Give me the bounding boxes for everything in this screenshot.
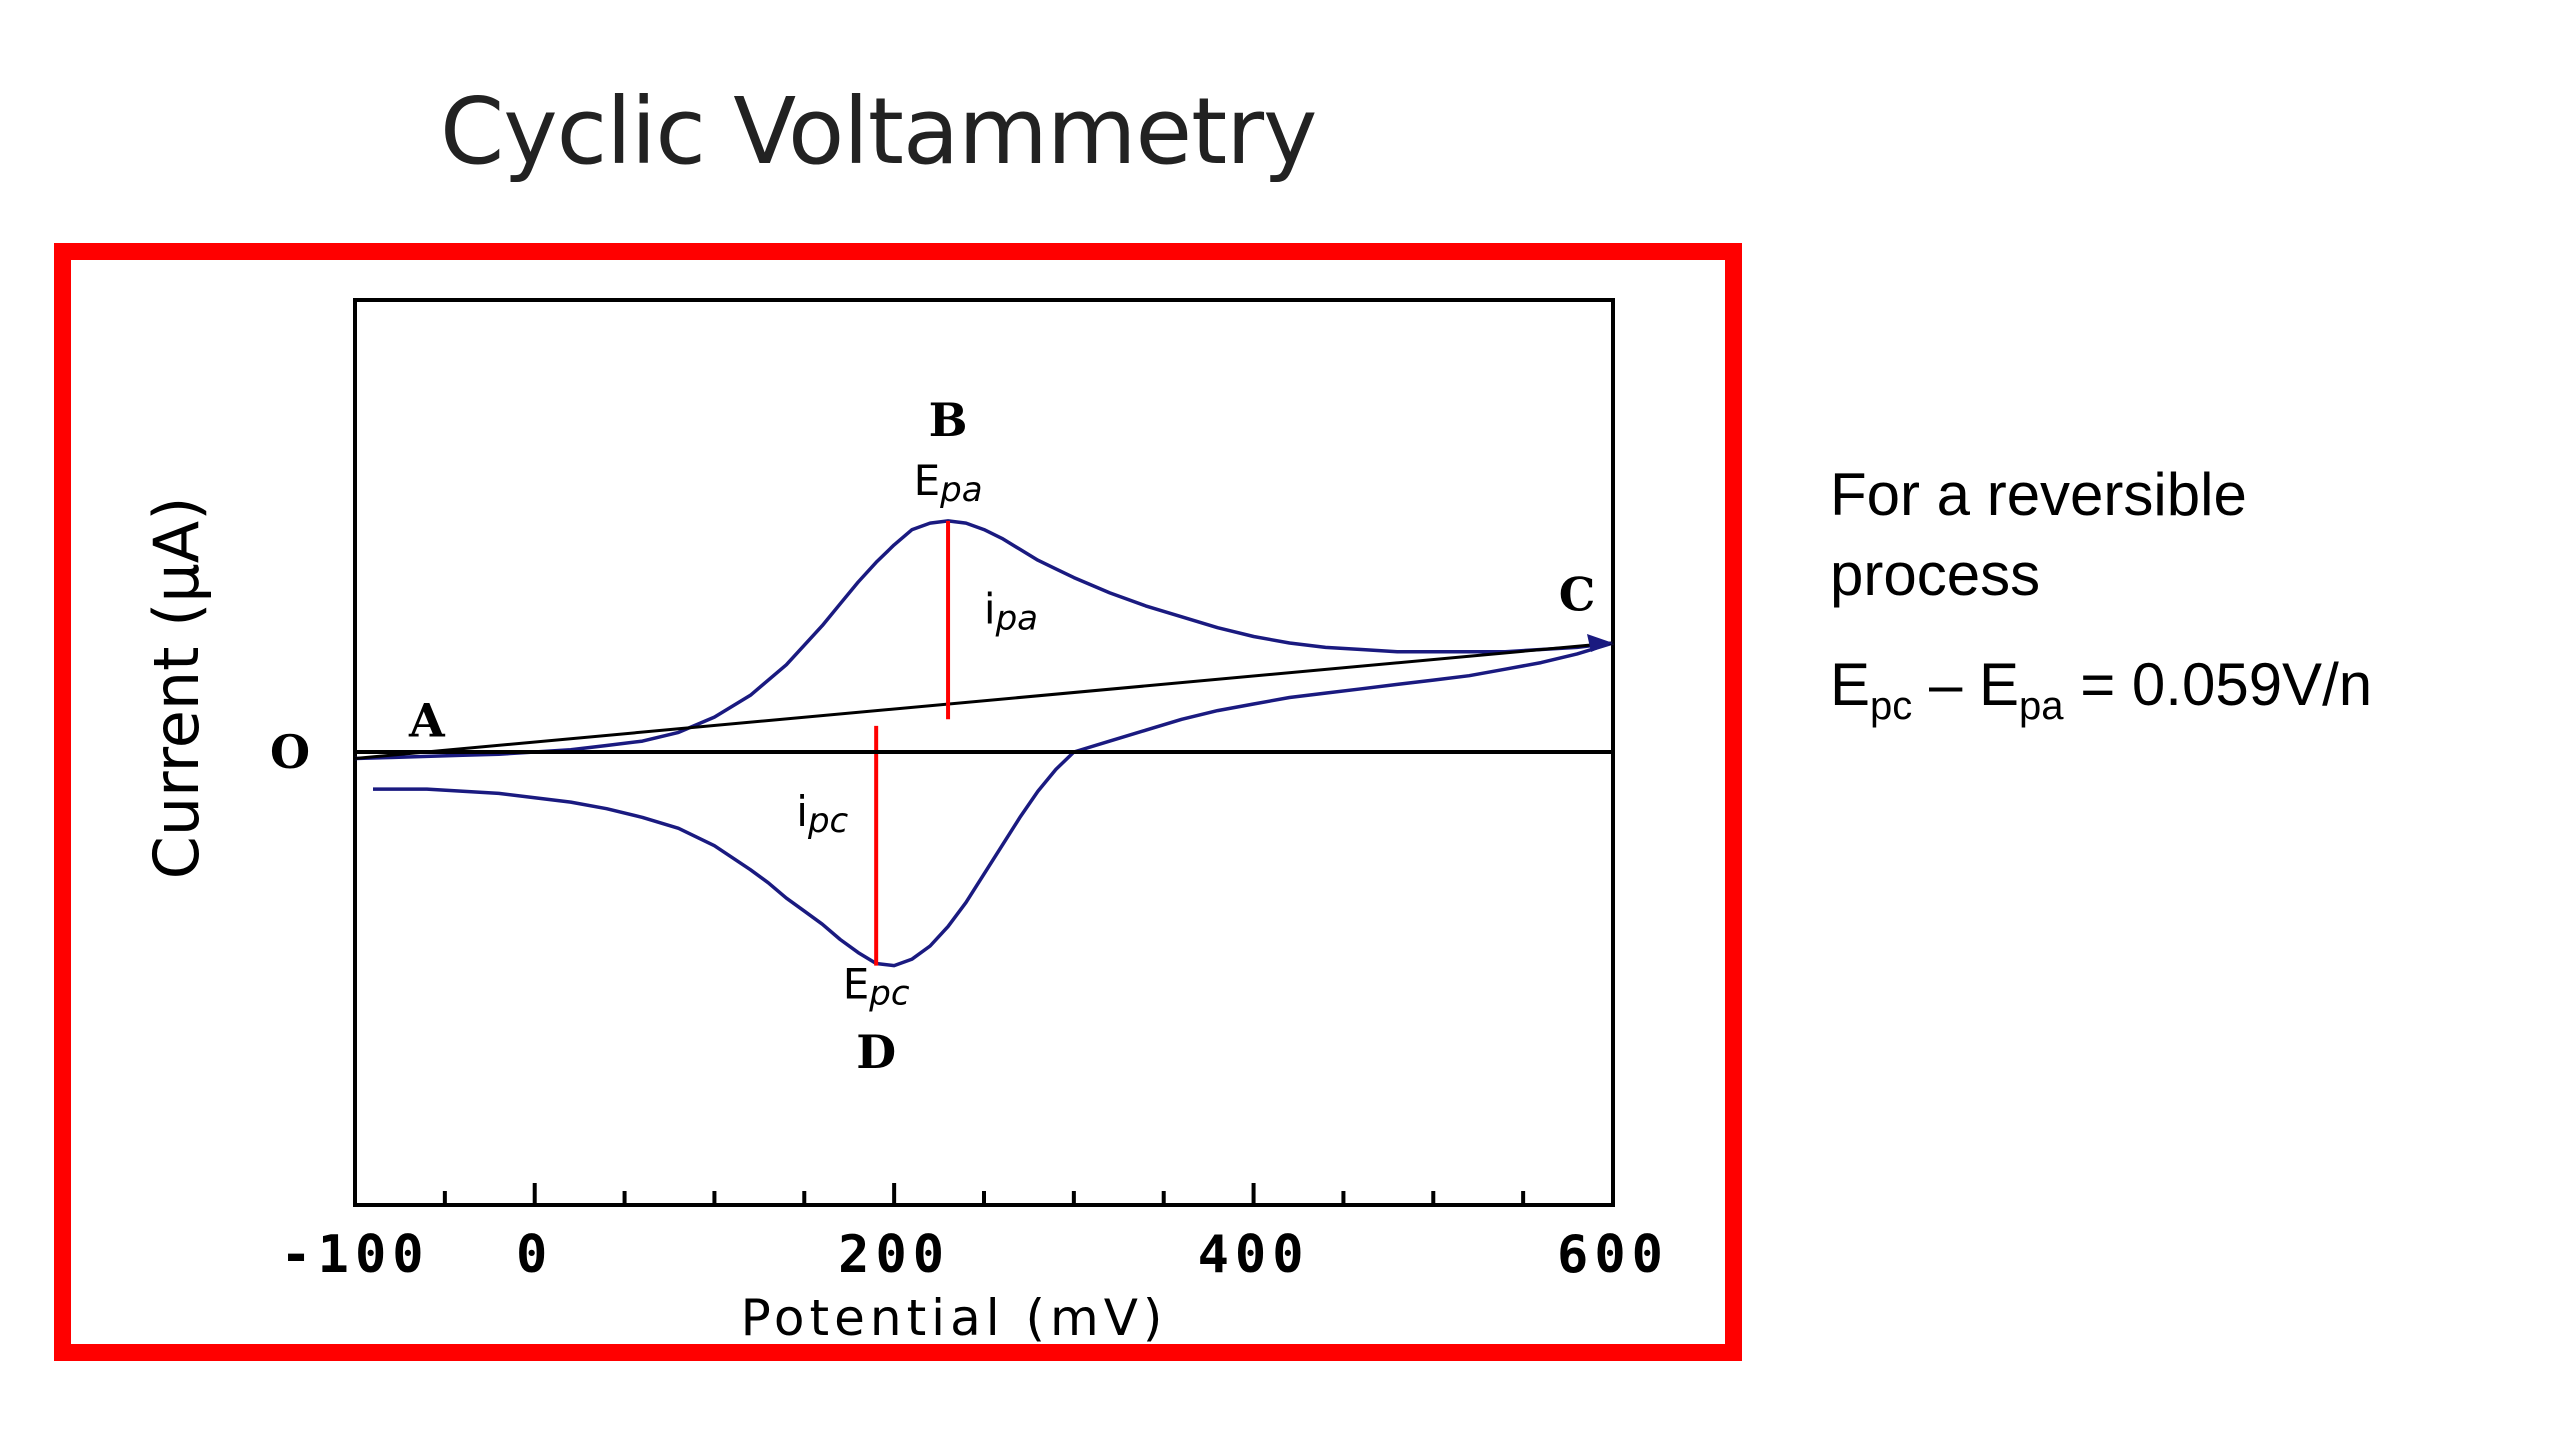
baseline-line [354,641,1614,760]
chart-curves [354,519,1614,968]
x-axis-label: Potential (mV) [741,1289,1168,1347]
peak-label-ipc: ipc [796,787,848,841]
sweep-arrowhead [1587,634,1613,652]
x-tick-label: 200 [838,1225,950,1285]
point-label-d: D [856,1025,896,1079]
x-tick-label: 0 [516,1225,553,1285]
y-axis-label: Current (µA) [140,497,213,880]
cathodic-sweep-curve [373,641,1614,968]
point-label-b: B [929,393,968,447]
peak-label-epc: Epc [843,959,910,1013]
point-label-a: A [408,694,446,748]
slide-title: Cyclic Voltammetry [440,78,1317,185]
formula-s1: pc [1870,684,1913,728]
chart-axes [353,750,1615,1205]
formula-s2: pa [2019,684,2064,728]
formula-e2: E [1979,651,2020,718]
x-tick-label: 400 [1198,1225,1310,1285]
formula-e1: E [1830,651,1871,718]
peak-label-epa: Epa [914,456,983,510]
reversible-note: For a reversible process Epc – Epa = 0.0… [1830,455,2372,746]
peak-separation-formula: Epc – Epa = 0.059V/n [1830,645,2372,746]
x-tick-label: 600 [1557,1225,1669,1285]
x-tick-label: -100 [280,1225,429,1285]
peak-markers [874,520,951,966]
zero-label: O [270,725,310,779]
anodic-sweep-curve [354,519,1614,761]
chart-labels: -100 0 200 400 600 Potential (mV) Current (µA)… [140,393,1669,1347]
formula-dash: – [1912,651,1979,718]
formula-rest: = 0.059V/n [2063,651,2373,718]
note-intro: For a reversible process [1830,461,2247,608]
peak-label-ipa: ipa [984,584,1038,638]
point-label-c: C [1559,567,1596,621]
